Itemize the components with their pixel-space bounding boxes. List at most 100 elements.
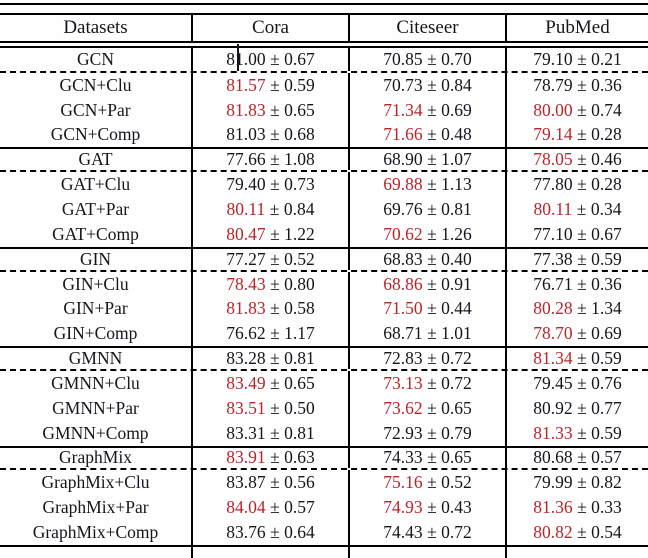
value-cell: 74.33 ±0.65 (350, 447, 507, 469)
std-value: 0.65 (284, 99, 315, 120)
value-cell: 83.87 ±0.56 (193, 470, 350, 496)
std-value: 0.81 (284, 348, 315, 369)
table-footer-stub (0, 547, 648, 558)
method-cell: GMNN+Clu (0, 370, 193, 396)
plus-minus-symbol: ± (270, 48, 280, 69)
value-cell: 79.40 ±0.73 (193, 172, 350, 198)
method-cell: GMNN (0, 348, 193, 369)
best-mean-value: 70.62 (383, 223, 423, 244)
plus-minus-symbol: ± (427, 298, 437, 319)
plus-minus-symbol: ± (427, 372, 437, 393)
table-row: GAT+Par 80.11 ±0.84 69.76 ±0.81 80.11 ±0.34 (0, 197, 648, 222)
plus-minus-symbol: ± (577, 74, 587, 95)
best-mean-value: 71.66 (383, 124, 423, 145)
method-cell: GAT+Clu (0, 172, 193, 198)
best-mean-value: 81.34 (533, 348, 573, 369)
plus-minus-symbol: ± (270, 447, 280, 468)
value-cell: 83.28 ±0.81 (193, 348, 350, 369)
value-cell: 80.11 ±0.84 (193, 197, 350, 222)
value-cell: 83.49 ±0.65 (193, 370, 350, 396)
std-value: 0.84 (441, 74, 472, 95)
mean-value: 77.66 (226, 149, 266, 170)
plus-minus-symbol: ± (577, 174, 587, 195)
value-cell: 68.83 ±0.40 (350, 248, 507, 270)
mean-value: 83.31 (226, 422, 266, 443)
footer-cell (350, 547, 507, 558)
value-cell: 70.73 ±0.84 (350, 72, 507, 98)
plus-minus-symbol: ± (270, 472, 280, 493)
std-value: 0.69 (591, 323, 622, 344)
std-value: 0.33 (591, 497, 622, 518)
table-row: GIN 77.27 ±0.52 68.83 ±0.40 77.38 ±0.59 (0, 246, 648, 272)
std-value: 0.46 (591, 149, 622, 170)
best-mean-value: 74.93 (383, 497, 423, 518)
table-row: GIN+Par 81.83 ±0.58 71.50 ±0.44 80.28 ±1.34 (0, 296, 648, 322)
value-cell: 79.45 ±0.76 (507, 371, 648, 396)
std-value: 0.73 (284, 174, 315, 195)
plus-minus-symbol: ± (577, 521, 587, 542)
best-mean-value: 81.33 (533, 422, 573, 443)
value-cell: 81.57 ±0.59 (193, 72, 350, 98)
plus-minus-symbol: ± (427, 74, 437, 95)
std-value: 0.28 (591, 124, 622, 145)
value-cell: 71.34 ±0.69 (350, 97, 507, 123)
method-cell: GIN+Clu (0, 271, 193, 297)
std-value: 0.36 (591, 74, 622, 95)
value-cell: 81.36 ±0.33 (507, 495, 648, 520)
std-value: 0.28 (591, 174, 622, 195)
table-row: GMNN+Par 83.51 ±0.50 73.62 ±0.65 80.92 ±0.77 (0, 395, 648, 421)
table-row: GMNN 83.28 ±0.81 72.83 ±0.72 81.34 ±0.59 (0, 346, 648, 371)
mean-value: 76.71 (533, 273, 573, 294)
method-cell: GraphMix (0, 447, 193, 469)
table-row: GraphMix+Par 84.04 ±0.57 74.93 ±0.43 81.36 ±0.… (0, 495, 648, 521)
bottom-rule (0, 545, 648, 547)
method-cell: GCN+Comp (0, 122, 193, 148)
plus-minus-symbol: ± (427, 48, 437, 69)
std-value: 0.84 (283, 198, 315, 219)
std-value: 0.68 (284, 124, 315, 145)
plus-minus-symbol: ± (427, 248, 437, 269)
best-mean-value: 80.00 (533, 99, 573, 120)
method-cell: GAT+Comp (0, 221, 193, 247)
std-value: 0.82 (591, 472, 622, 493)
best-mean-value: 71.50 (383, 298, 423, 319)
plus-minus-symbol: ± (427, 397, 437, 418)
plus-minus-symbol: ± (269, 198, 280, 219)
plus-minus-symbol: ± (577, 223, 587, 244)
method-cell: GIN (0, 248, 193, 270)
std-value: 0.48 (441, 124, 472, 145)
value-cell: 78.05 ±0.46 (507, 149, 648, 170)
method-cell: GMNN+Par (0, 395, 193, 421)
std-value: 0.91 (441, 273, 472, 294)
value-cell: 80.47 ±1.22 (193, 221, 350, 247)
mean-value: 69.76 (383, 198, 423, 219)
std-value: 0.65 (441, 447, 472, 468)
table-row: GraphMix+Comp 83.76 ±0.64 74.43 ±0.72 80.82 ±0… (0, 520, 648, 545)
std-value: 0.54 (591, 521, 622, 542)
mean-value: 78.79 (533, 74, 573, 95)
method-cell: GMNN+Comp (0, 420, 193, 446)
plus-minus-symbol: ± (427, 472, 437, 493)
table-row: GCN+Par 81.83 ±0.65 71.34 ±0.69 80.00 ±0.74 (0, 97, 648, 123)
value-cell: 78.43 ±0.80 (193, 271, 350, 297)
table-row: GraphMix+Clu 83.87 ±0.56 75.16 ±0.52 79.99 ±0.… (0, 470, 648, 496)
std-value: 0.77 (591, 397, 622, 418)
mean-value: 83.76 (226, 521, 266, 542)
table-row: GCN 81.00 ±0.67 70.85 ±0.70 79.10 ±0.21 (0, 48, 648, 73)
value-cell: 71.66 ±0.48 (350, 122, 507, 148)
mean-value: 74.43 (383, 521, 423, 542)
header-citeseer: Citeseer (350, 15, 507, 41)
std-value: 0.81 (284, 422, 315, 443)
value-cell: 68.90 ±1.07 (350, 149, 507, 171)
std-value: 1.22 (284, 223, 315, 244)
value-cell: 74.93 ±0.43 (350, 495, 507, 521)
value-cell: 79.99 ±0.82 (507, 470, 648, 495)
value-cell: 80.11 ±0.34 (507, 197, 648, 222)
plus-minus-symbol: ± (577, 422, 587, 443)
table-row: GAT+Comp 80.47 ±1.22 70.62 ±1.26 77.10 ±0.67 (0, 221, 648, 247)
plus-minus-symbol: ± (270, 397, 280, 418)
value-cell: 81.00 ±0.67 (193, 48, 350, 71)
best-mean-value: 79.14 (533, 124, 573, 145)
std-value: 0.64 (284, 521, 315, 542)
value-cell: 80.00 ±0.74 (507, 98, 648, 123)
